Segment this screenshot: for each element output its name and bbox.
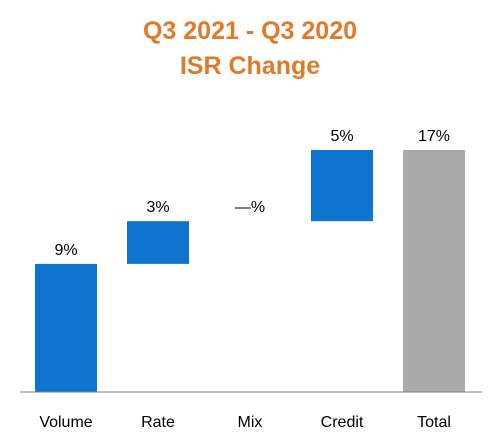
x-tick-label-rate: Rate — [141, 414, 175, 431]
bar-credit — [311, 150, 373, 222]
x-tick-label-total: Total — [417, 414, 451, 431]
x-tick-label-credit: Credit — [321, 414, 364, 431]
x-tick-label-volume: Volume — [39, 414, 92, 431]
data-label-mix: —% — [235, 199, 265, 216]
data-label-volume: 9% — [54, 242, 77, 259]
x-tick-label-mix: Mix — [238, 414, 263, 431]
data-label-rate: 3% — [146, 199, 169, 216]
bar-total — [403, 150, 465, 392]
bar-volume — [35, 263, 97, 392]
data-label-credit: 5% — [330, 128, 353, 145]
chart-title: Q3 2021 - Q3 2020 — [142, 17, 358, 45]
chart-title-block: Q3 2021 - Q3 2020 ISR Change — [0, 14, 500, 84]
bar-rate — [127, 221, 189, 264]
chart-subtitle: ISR Change — [179, 52, 321, 80]
data-label-total: 17% — [418, 128, 450, 145]
